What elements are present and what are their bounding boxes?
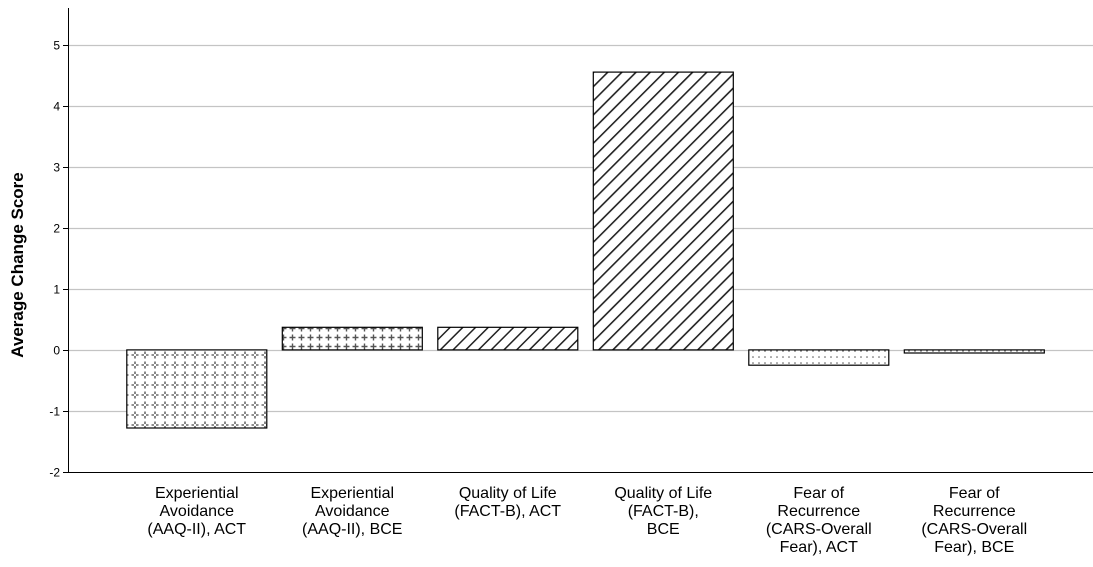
x-category-label-line: (AAQ-II), ACT bbox=[147, 521, 246, 538]
axes bbox=[63, 8, 1093, 473]
y-tick-label: -2 bbox=[49, 466, 60, 480]
x-category-label-line: (AAQ-II), BCE bbox=[302, 521, 402, 538]
x-category-label-line: Fear of bbox=[793, 485, 844, 502]
y-tick-label: -1 bbox=[49, 405, 60, 419]
y-tick-label: 3 bbox=[53, 161, 60, 175]
x-category-label-line: Recurrence bbox=[777, 503, 860, 520]
y-tick-label: 0 bbox=[53, 344, 60, 358]
y-tick-label: 1 bbox=[53, 283, 60, 297]
x-category-label-line: Quality of Life bbox=[614, 485, 712, 502]
x-category-label-line: (CARS-Overall bbox=[766, 521, 872, 538]
bar bbox=[437, 326, 579, 351]
x-category-label-line: Fear of bbox=[949, 485, 1000, 502]
x-category-label-line: (FACT-B), bbox=[628, 503, 699, 520]
x-category-label-line: Quality of Life bbox=[459, 485, 557, 502]
bar bbox=[281, 326, 423, 351]
bar bbox=[748, 349, 890, 366]
y-tick-label: 5 bbox=[53, 39, 60, 53]
x-category-label: Experiential Avoidance (AAQ-II), BCE bbox=[302, 485, 402, 538]
x-category-label-line: Fear), ACT bbox=[780, 539, 858, 556]
x-category-label: Quality of Life (FACT-B), ACT bbox=[454, 485, 561, 520]
y-tick-label: 4 bbox=[53, 100, 60, 114]
x-category-label-line: Experiential bbox=[310, 485, 394, 502]
x-category-label-line: Experiential bbox=[155, 485, 239, 502]
bar bbox=[903, 349, 1045, 354]
x-category-label: Fear of Recurrence (CARS-Overall Fear), BCE bbox=[921, 485, 1027, 556]
bar bbox=[592, 71, 734, 351]
x-category-label-line: Avoidance bbox=[315, 503, 390, 520]
x-category-label-line: (CARS-Overall bbox=[921, 521, 1027, 538]
y-axis-title: Average Change Score bbox=[8, 172, 27, 358]
y-tick-label: 2 bbox=[53, 222, 60, 236]
x-category-label: Quality of Life (FACT-B), BCE bbox=[614, 485, 712, 538]
labels: -2 -1 0 1 2 3 4 5 Average Change Score Experienti… bbox=[8, 39, 1027, 557]
x-category-label-line: Avoidance bbox=[160, 503, 235, 520]
x-category-label-line: Recurrence bbox=[933, 503, 1016, 520]
x-category-label-line: (FACT-B), ACT bbox=[454, 503, 561, 520]
x-category-label-line: BCE bbox=[647, 521, 680, 538]
bar bbox=[126, 349, 268, 429]
x-category-label-line: Fear), BCE bbox=[934, 539, 1014, 556]
x-category-label: Experiential Avoidance (AAQ-II), ACT bbox=[147, 485, 246, 538]
bars bbox=[126, 71, 1045, 429]
x-category-label: Fear of Recurrence (CARS-Overall Fear), ACT bbox=[766, 485, 872, 556]
